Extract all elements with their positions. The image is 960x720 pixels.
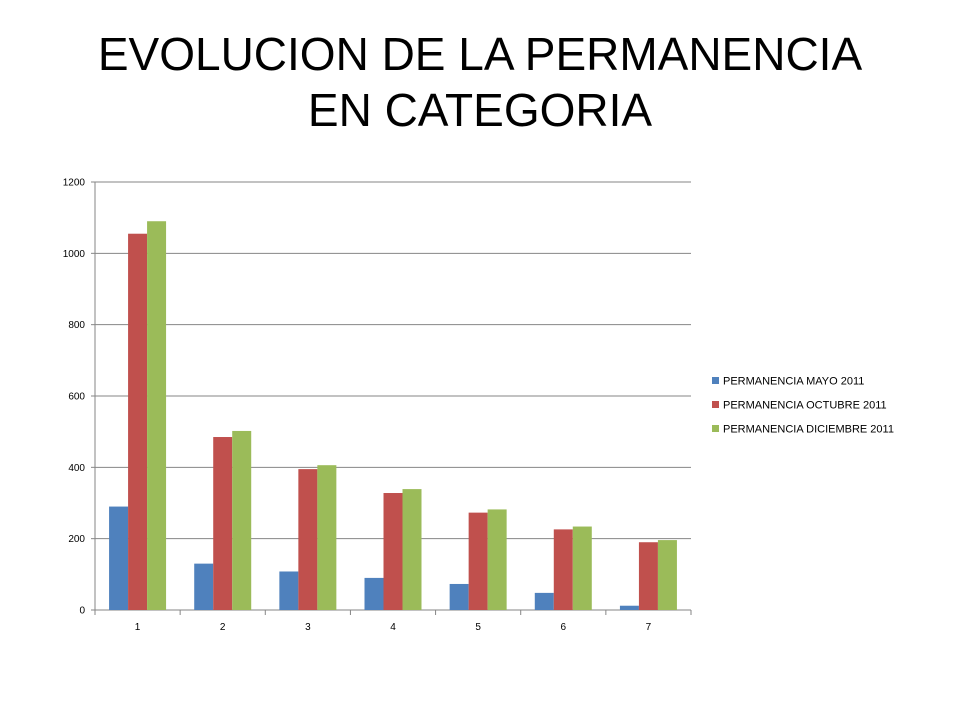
x-tick-label: 5 xyxy=(475,622,481,633)
bar-1-cat-2 xyxy=(194,563,214,610)
bar-3-cat-5 xyxy=(487,509,507,610)
x-tick-label: 6 xyxy=(561,622,567,633)
bar-2-cat-4 xyxy=(383,493,403,610)
bar-2-cat-1 xyxy=(128,233,148,610)
legend-label-3: PERMANENCIA DICIEMBRE 2011 xyxy=(723,424,894,436)
y-tick-label: 1000 xyxy=(63,249,86,260)
bar-2-cat-3 xyxy=(298,469,318,610)
bar-2-cat-7 xyxy=(638,542,658,610)
bar-1-cat-4 xyxy=(364,577,384,610)
y-tick-label: 200 xyxy=(68,534,85,545)
legend-swatch-1 xyxy=(712,377,719,384)
x-tick-label: 1 xyxy=(135,622,141,633)
slide-title-line-1: EVOLUCION DE LA PERMANENCIA xyxy=(97,28,863,80)
bar-1-cat-3 xyxy=(279,571,299,610)
slide-title-line-2: EN CATEGORIA xyxy=(307,84,653,136)
bar-1-cat-6 xyxy=(534,592,554,610)
bar-1-cat-1 xyxy=(109,506,129,610)
x-tick-label: 3 xyxy=(305,622,311,633)
bar-2-cat-2 xyxy=(213,437,233,610)
legend-label-1: PERMANENCIA MAYO 2011 xyxy=(723,376,864,388)
bar-3-cat-6 xyxy=(572,526,592,610)
y-tick-label: 0 xyxy=(79,606,85,617)
y-tick-label: 1200 xyxy=(63,178,86,189)
y-tick-label: 400 xyxy=(68,463,85,474)
x-tick-label: 4 xyxy=(390,622,396,633)
bar-3-cat-1 xyxy=(147,221,167,610)
bar-3-cat-7 xyxy=(657,540,677,610)
bar-3-cat-3 xyxy=(317,465,337,610)
x-tick-label: 2 xyxy=(220,622,226,633)
legend-swatch-3 xyxy=(712,425,719,432)
legend-label-2: PERMANENCIA OCTUBRE 2011 xyxy=(723,400,887,412)
bar-2-cat-5 xyxy=(468,512,488,610)
y-tick-label: 600 xyxy=(68,392,85,403)
bar-3-cat-4 xyxy=(402,489,422,610)
bar-2-cat-6 xyxy=(553,529,573,610)
y-tick-label: 800 xyxy=(68,320,85,331)
bar-1-cat-7 xyxy=(619,605,639,610)
legend-swatch-2 xyxy=(712,401,719,408)
bar-1-cat-5 xyxy=(449,583,469,610)
x-tick-label: 7 xyxy=(646,622,652,633)
slide-title: EVOLUCION DE LA PERMANENCIA EN CATEGORIA xyxy=(0,26,960,138)
bar-3-cat-2 xyxy=(232,430,252,610)
